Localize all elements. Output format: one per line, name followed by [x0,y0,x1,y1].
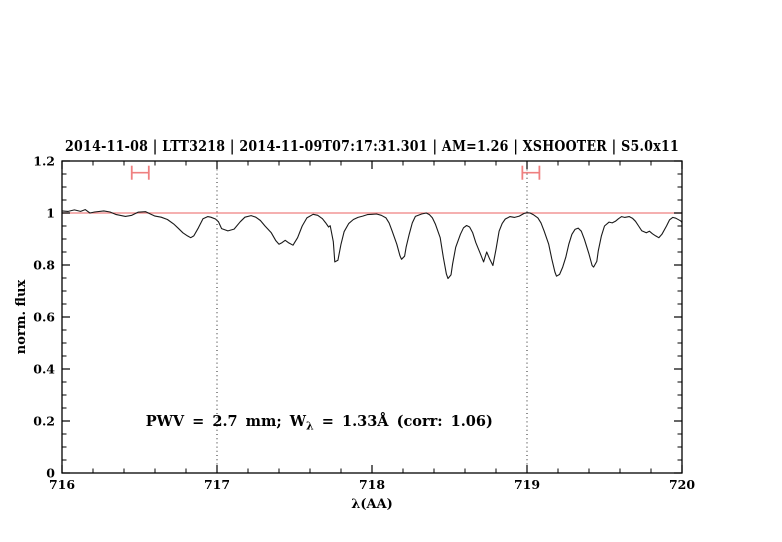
x-tick-label-718: 718 [359,477,385,492]
plot-title: 2014-11-08 | LTT3218 | 2014-11-09T07:17:… [65,138,679,155]
y-tick-label-0: 0 [46,466,55,481]
x-tick-label-717: 717 [204,477,230,492]
y-tick-label-0.6: 0.6 [33,310,55,325]
pwv-annotation: PWV = 2.7 mm; Wλ = 1.33Å (corr: 1.06) [146,412,493,433]
spectrum-curve [61,209,683,280]
y-tick-label-1: 1 [46,206,55,221]
x-tick-label-720: 720 [669,477,695,492]
y-tick-label-0.8: 0.8 [33,258,55,273]
y-tick-label-0.2: 0.2 [33,414,55,429]
y-tick-label-1.2: 1.2 [33,154,55,169]
y-tick-label-0.4: 0.4 [33,362,55,377]
x-tick-label-719: 719 [514,477,540,492]
y-axis-label: norm. flux [14,280,29,355]
x-tick-label-716: 716 [49,477,75,492]
x-axis-label: λ(AA) [351,497,393,512]
